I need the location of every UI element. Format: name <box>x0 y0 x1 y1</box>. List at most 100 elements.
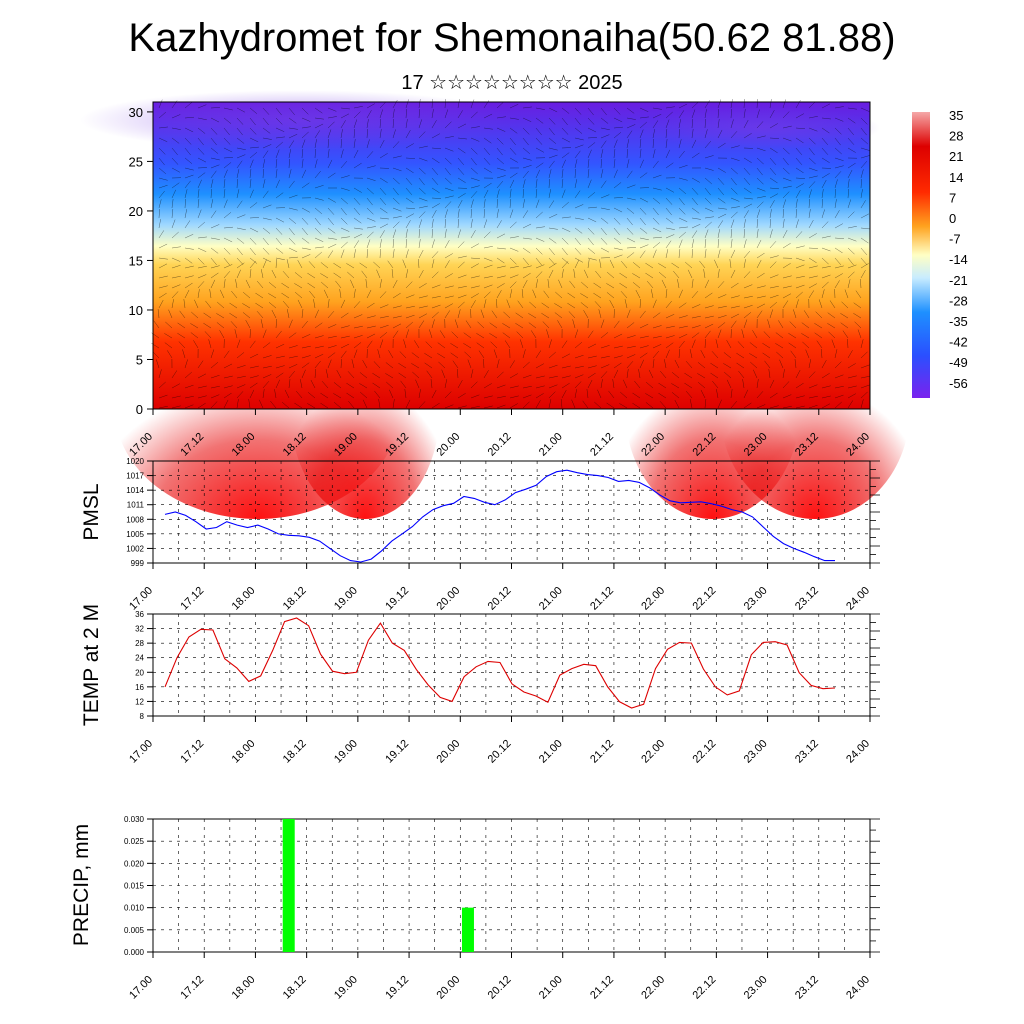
x-tick-label: 23.12 <box>793 738 821 766</box>
x-tick-label: 23.00 <box>742 738 770 766</box>
x-tick-label: 18.12 <box>281 585 309 613</box>
x-tick-label: 18.00 <box>230 585 258 613</box>
x-tick-label: 24.00 <box>844 974 872 1002</box>
colorbar-label: -14 <box>949 252 968 267</box>
colorbar-label: -7 <box>949 232 961 247</box>
x-tick-label: 20.12 <box>486 738 514 766</box>
x-tick-label: 17.00 <box>127 738 155 766</box>
x-tick-label: 21.12 <box>588 738 616 766</box>
x-tick-label: 19.00 <box>332 974 360 1002</box>
colorbar <box>912 112 930 398</box>
colorbar-label: -28 <box>949 293 968 308</box>
y-tick-label: 5 <box>136 352 143 367</box>
y-tick-label: 1017 <box>126 472 144 481</box>
chart-subtitle: 17 ☆☆☆☆☆☆☆☆ 2025 <box>401 72 623 94</box>
x-tick-label: 23.00 <box>742 585 770 613</box>
x-tick-label: 18.12 <box>281 738 309 766</box>
y-tick-label: 0.025 <box>124 837 145 846</box>
x-tick-label: 17.12 <box>178 974 206 1002</box>
y-tick-label: 24 <box>135 654 144 663</box>
x-tick-label: 21.00 <box>537 974 565 1002</box>
temp-series-line <box>164 617 836 709</box>
y-tick-label: 0.010 <box>124 904 145 913</box>
heatmap-cold-core <box>80 90 520 150</box>
x-tick-label: 18.00 <box>230 738 258 766</box>
x-tick-label: 20.00 <box>434 738 462 766</box>
y-tick-label: 15 <box>129 253 143 268</box>
y-tick-label: 0.000 <box>124 948 145 957</box>
y-tick-label: 1008 <box>126 515 144 524</box>
colorbar-label: 0 <box>949 211 956 226</box>
x-tick-label: 22.00 <box>639 585 667 613</box>
wind-barbs <box>151 99 870 409</box>
colorbar-label: -35 <box>949 314 968 329</box>
x-tick-label: 20.12 <box>486 974 514 1002</box>
x-tick-label: 20.00 <box>434 585 462 613</box>
y-tick-label: 0.030 <box>124 815 145 824</box>
colorbar-label: -21 <box>949 273 968 288</box>
x-tick-label: 21.00 <box>537 431 565 459</box>
y-axis-label: PRECIP, mm <box>70 824 93 946</box>
x-tick-label: 22.12 <box>691 974 719 1002</box>
y-tick-label: 28 <box>135 639 144 648</box>
y-tick-label: 36 <box>135 610 144 619</box>
x-tick-label: 24.00 <box>844 738 872 766</box>
x-tick-label: 18.00 <box>230 974 258 1002</box>
y-tick-label: 20 <box>129 204 143 219</box>
x-tick-label: 17.00 <box>127 585 155 613</box>
colorbar-label: 7 <box>949 190 956 205</box>
colorbar-label: 14 <box>949 170 963 185</box>
colorbar-label: 35 <box>949 108 963 123</box>
y-axis-label: PMSL <box>80 483 103 540</box>
y-tick-label: 8 <box>140 712 145 721</box>
x-tick-label: 20.12 <box>486 585 514 613</box>
y-tick-label: 0.020 <box>124 859 145 868</box>
x-tick-label: 20.00 <box>434 974 462 1002</box>
y-tick-label: 1014 <box>126 486 144 495</box>
y-tick-label: 1011 <box>127 501 145 510</box>
y-tick-label: 1020 <box>126 457 144 466</box>
y-tick-label: 16 <box>135 683 144 692</box>
y-tick-label: 1005 <box>126 530 144 539</box>
x-tick-label: 17.12 <box>178 585 206 613</box>
y-tick-label: 999 <box>131 559 145 568</box>
x-tick-label: 22.12 <box>691 585 719 613</box>
colorbar-label: -42 <box>949 335 968 350</box>
x-tick-label: 19.12 <box>383 585 411 613</box>
y-tick-label: 0 <box>136 402 143 417</box>
x-tick-label: 23.12 <box>793 974 821 1002</box>
x-tick-label: 19.12 <box>383 974 411 1002</box>
colorbar-label: -56 <box>949 376 968 391</box>
y-tick-label: 12 <box>135 697 144 706</box>
chart-title: Kazhydromet for Shemonaiha(50.62 81.88) <box>128 16 896 60</box>
x-tick-label: 17.00 <box>127 974 155 1002</box>
x-tick-label: 21.12 <box>588 431 616 459</box>
y-tick-label: 1002 <box>126 544 144 553</box>
y-axis-label: TEMP at 2 M <box>80 604 103 726</box>
x-tick-label: 22.00 <box>639 738 667 766</box>
x-tick-label: 22.12 <box>691 738 719 766</box>
x-tick-label: 21.12 <box>588 585 616 613</box>
x-tick-label: 20.12 <box>486 431 514 459</box>
heatmap-cold-core <box>640 106 880 150</box>
precip-bar <box>461 907 474 952</box>
y-tick-label: 30 <box>129 105 143 120</box>
x-tick-label: 19.00 <box>332 585 360 613</box>
y-tick-label: 25 <box>129 154 143 169</box>
x-tick-label: 23.00 <box>742 974 770 1002</box>
x-tick-label: 19.00 <box>332 738 360 766</box>
pmsl-series-line <box>164 469 835 563</box>
x-tick-label: 21.12 <box>588 974 616 1002</box>
y-tick-label: 10 <box>129 303 143 318</box>
x-tick-label: 17.12 <box>178 738 206 766</box>
x-tick-label: 21.00 <box>537 585 565 613</box>
y-tick-label: 0.005 <box>124 926 145 935</box>
x-tick-label: 20.00 <box>434 431 462 459</box>
precip-bar <box>282 819 295 952</box>
x-tick-label: 18.12 <box>281 974 309 1002</box>
y-tick-label: 0.015 <box>124 882 145 891</box>
x-tick-label: 19.12 <box>383 738 411 766</box>
x-tick-label: 24.00 <box>844 585 872 613</box>
colorbar-label: -49 <box>949 355 968 370</box>
